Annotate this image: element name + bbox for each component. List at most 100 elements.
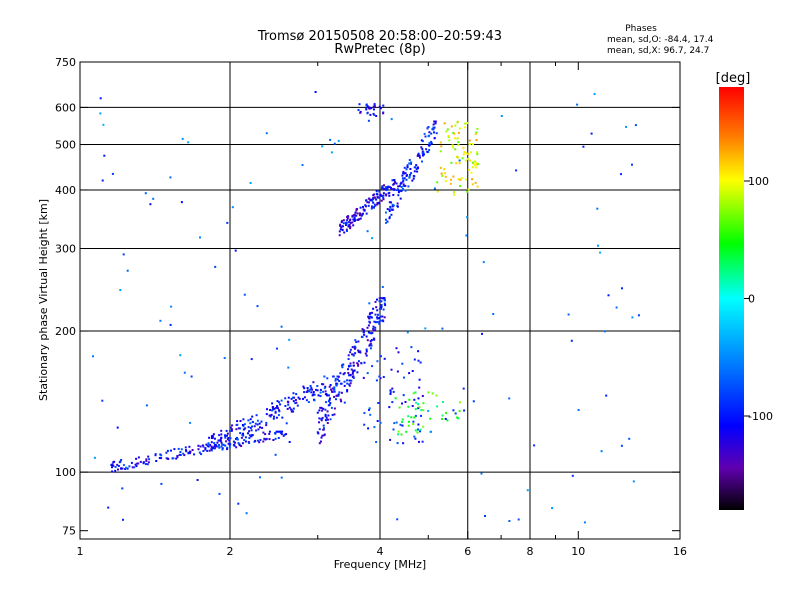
data-point — [365, 350, 368, 353]
data-point — [183, 454, 186, 457]
data-point — [484, 515, 486, 517]
data-point — [379, 300, 382, 303]
data-point — [343, 401, 346, 404]
data-point — [333, 407, 336, 410]
data-point — [294, 402, 297, 405]
data-point — [420, 146, 423, 149]
data-point — [422, 402, 425, 405]
data-point — [326, 422, 329, 424]
data-point — [369, 113, 372, 116]
data-point — [170, 449, 172, 452]
data-point — [278, 401, 280, 404]
data-point — [468, 139, 471, 142]
data-point — [244, 440, 247, 443]
data-point — [364, 204, 367, 207]
data-point — [257, 428, 260, 431]
data-point — [417, 403, 419, 406]
data-point — [212, 433, 215, 436]
data-point — [428, 149, 431, 152]
data-point — [134, 463, 137, 466]
y-tick-label: 600 — [55, 101, 76, 114]
data-point — [399, 197, 402, 200]
data-point — [408, 372, 411, 375]
data-point — [389, 206, 392, 209]
data-point — [258, 422, 261, 425]
data-point — [389, 389, 392, 392]
data-point — [288, 441, 291, 443]
data-point — [430, 142, 433, 145]
data-point — [347, 365, 350, 368]
data-point — [395, 347, 398, 350]
data-point — [287, 396, 290, 399]
data-point — [368, 317, 370, 320]
data-point — [259, 426, 261, 429]
data-point — [410, 416, 413, 419]
data-point — [268, 438, 271, 441]
data-point — [380, 355, 382, 358]
data-point — [620, 173, 622, 176]
data-point — [381, 186, 384, 189]
data-point — [406, 331, 409, 334]
data-point — [339, 223, 342, 226]
data-point — [450, 125, 453, 128]
data-point — [406, 165, 409, 168]
data-point — [353, 219, 356, 222]
data-point — [265, 437, 268, 440]
data-point — [458, 401, 461, 404]
data-point — [197, 444, 200, 447]
data-point — [265, 132, 268, 135]
data-point — [397, 351, 400, 354]
data-point — [389, 438, 392, 441]
data-point — [247, 432, 249, 435]
data-point — [148, 458, 151, 461]
data-point — [329, 138, 332, 141]
data-point — [349, 382, 352, 385]
data-point — [388, 186, 391, 189]
data-point — [392, 204, 395, 207]
data-point — [249, 422, 252, 425]
data-point — [352, 369, 355, 372]
data-point — [154, 454, 157, 457]
data-point — [453, 132, 456, 135]
data-point — [308, 390, 310, 393]
data-point — [337, 393, 340, 396]
data-point — [144, 463, 147, 465]
data-point — [354, 346, 357, 349]
data-point — [432, 126, 435, 129]
data-point — [416, 170, 419, 173]
data-point — [227, 437, 230, 439]
data-point — [456, 121, 459, 124]
data-point — [427, 391, 430, 394]
data-point — [172, 457, 175, 460]
data-point — [372, 325, 375, 328]
data-point — [467, 188, 470, 191]
data-point — [213, 437, 216, 440]
stats-heading: Phases — [625, 24, 657, 34]
data-point — [441, 174, 444, 177]
data-point — [292, 410, 295, 413]
data-point — [357, 360, 360, 363]
data-point — [457, 143, 460, 146]
data-point — [413, 170, 416, 173]
data-point — [402, 394, 405, 397]
data-point — [385, 221, 387, 224]
data-point — [111, 172, 114, 175]
data-point — [272, 406, 275, 409]
data-point — [450, 178, 452, 181]
data-point — [444, 175, 447, 178]
data-point — [401, 424, 404, 427]
data-point — [315, 388, 317, 391]
data-point — [210, 441, 213, 444]
data-point — [316, 431, 319, 434]
data-point — [458, 159, 461, 162]
data-point — [199, 236, 201, 239]
data-point — [323, 427, 325, 430]
data-point — [349, 221, 352, 224]
data-point — [335, 398, 337, 401]
data-point — [268, 432, 271, 435]
data-point — [412, 392, 415, 395]
data-point — [103, 154, 106, 157]
data-point — [125, 466, 128, 469]
data-point — [256, 423, 259, 426]
data-point — [382, 376, 385, 378]
